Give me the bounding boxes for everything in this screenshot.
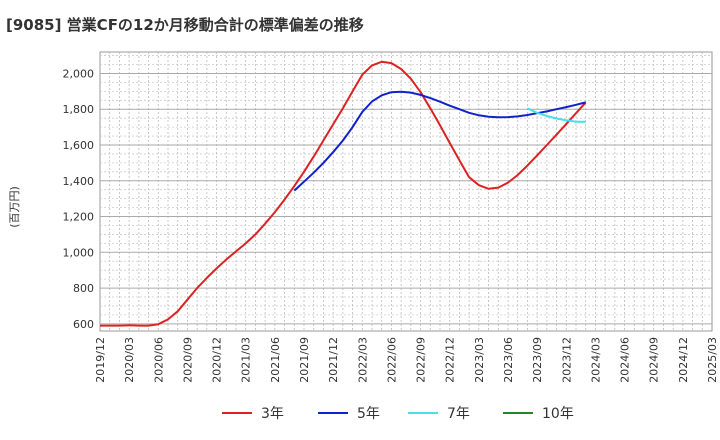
x-tick-label: 2024/06 <box>619 337 632 383</box>
x-tick-label: 2021/12 <box>327 337 340 383</box>
plot-area <box>99 51 713 332</box>
y-tick-label: 1,600 <box>63 139 95 152</box>
y-tick-label: 2,000 <box>63 67 95 80</box>
y-tick-label: 800 <box>73 282 94 295</box>
y-axis-label: (百万円) <box>8 186 21 228</box>
x-tick-label: 2021/09 <box>298 337 311 383</box>
x-tick-label: 2023/03 <box>473 337 486 383</box>
series-line-1 <box>100 60 587 327</box>
y-axis-ticks: 600 800 1,000 1,200 1,400 1,600 1,800 2,000 <box>63 67 95 330</box>
x-tick-label: 2020/09 <box>181 337 194 383</box>
y-tick-label: 1,800 <box>63 103 95 116</box>
x-tick-label: 2025/03 <box>706 337 719 383</box>
x-tick-label: 2024/12 <box>677 337 690 383</box>
x-tick-label: 2023/06 <box>502 337 515 383</box>
legend: 3年 5年 7年 10年 <box>222 406 574 422</box>
y-tick-label: 600 <box>73 318 94 331</box>
x-tick-label: 2022/12 <box>444 337 457 383</box>
x-tick-label: 2024/09 <box>648 337 661 383</box>
y-tick-label: 1,000 <box>63 246 95 259</box>
x-tick-label: 2023/12 <box>560 337 573 383</box>
grid-lines <box>100 52 712 331</box>
y-tick-label: 1,200 <box>63 211 95 224</box>
legend-label-3: 7年 <box>447 406 470 422</box>
x-tick-label: 2020/03 <box>123 337 136 383</box>
legend-label-2: 5年 <box>357 406 380 422</box>
chart-title: [9085] 営業CFの12か月移動合計の標準偏差の推移 <box>6 16 364 34</box>
series-line-3 <box>526 107 586 123</box>
x-tick-label: 2020/12 <box>211 337 224 383</box>
x-tick-label: 2022/03 <box>356 337 369 383</box>
legend-label-1: 3年 <box>261 406 284 422</box>
x-tick-label: 2021/06 <box>269 337 282 383</box>
y-tick-label: 1,400 <box>63 175 95 188</box>
x-tick-label: 2020/06 <box>152 337 165 383</box>
x-tick-label: 2022/09 <box>415 337 428 383</box>
series-layer <box>100 60 587 327</box>
plot-frame <box>99 51 713 332</box>
x-tick-label: 2022/06 <box>385 337 398 383</box>
x-tick-label: 2024/03 <box>589 337 602 383</box>
legend-label-4: 10年 <box>542 406 574 422</box>
x-tick-label: 2023/09 <box>531 337 544 383</box>
x-tick-label: 2019/12 <box>94 337 107 383</box>
x-axis-ticks: 2019/12 2020/03 2020/06 2020/09 2020/12 2021/… <box>94 337 719 383</box>
x-tick-label: 2021/03 <box>240 337 253 383</box>
